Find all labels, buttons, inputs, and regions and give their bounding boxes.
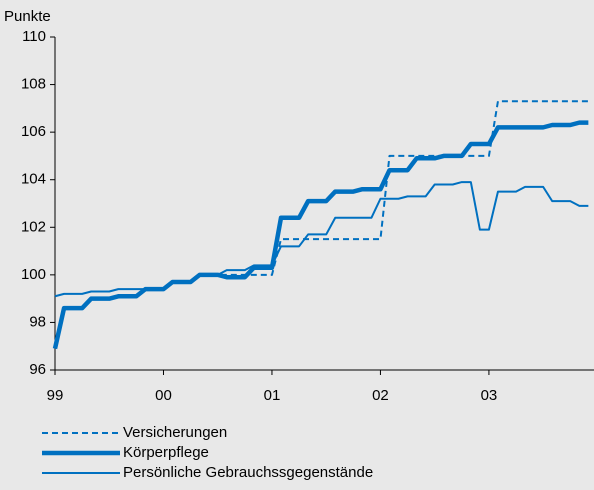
legend-label: Persönliche Gebrauchssgegenstände [123,464,373,481]
x-tick-label: 99 [47,387,64,404]
series-line [52,120,589,350]
y-tick-label: 110 [22,28,46,45]
series-line [54,100,589,349]
y-tick-label: 98 [29,313,46,330]
y-tick-label: 100 [21,266,46,283]
y-tick-label: 102 [21,218,46,235]
legend-label: Versicherungen [123,424,227,441]
y-tick-label: 106 [21,123,46,140]
series-line [54,181,589,298]
x-tick-label: 02 [372,387,389,404]
y-tick-label: 104 [21,171,46,188]
y-tick-label: 108 [21,76,46,93]
x-tick-label: 03 [481,387,498,404]
y-axis-label: Punkte [4,8,51,25]
x-tick-label: 00 [155,387,172,404]
y-tick-label: 96 [29,361,46,378]
legend-label: Körperpflege [123,444,209,461]
x-tick-label: 01 [264,387,281,404]
